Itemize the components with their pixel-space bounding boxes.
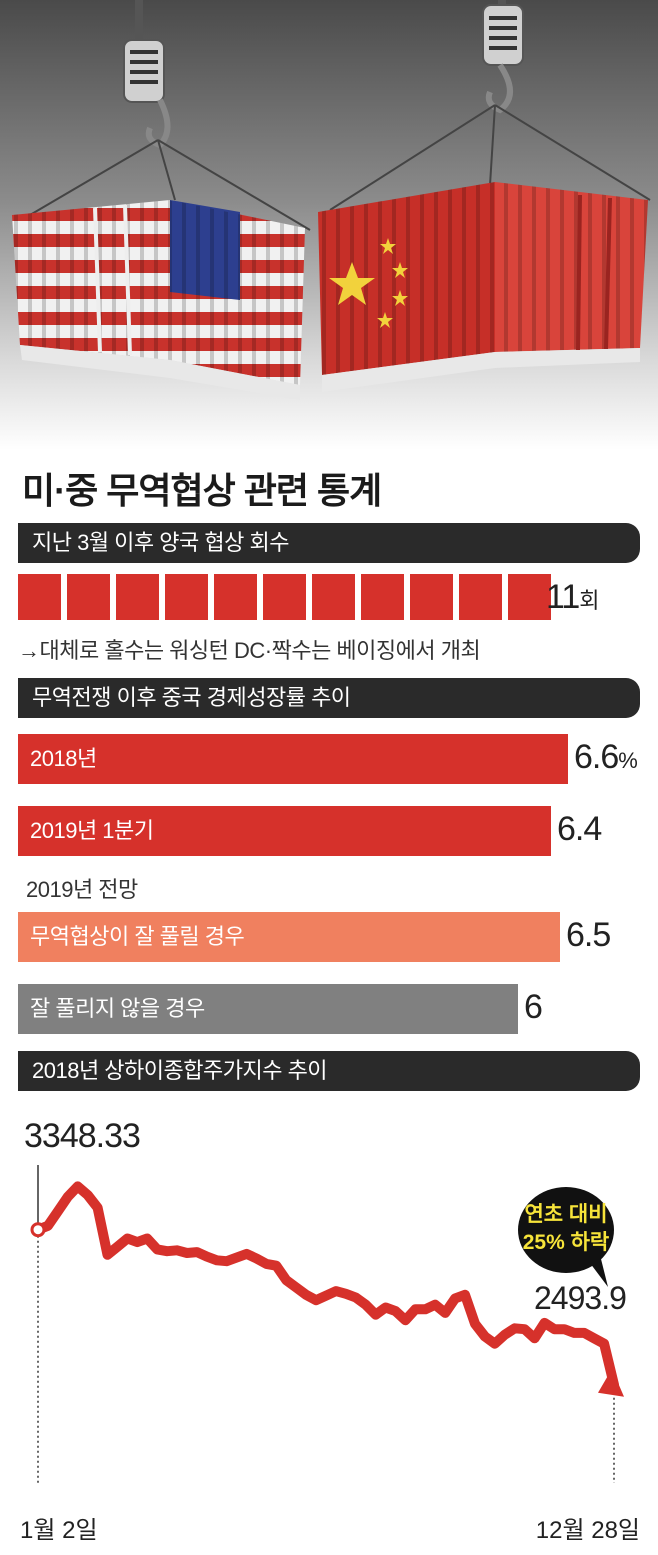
rounds-header: 지난 3월 이후 양국 협상 회수 xyxy=(18,523,640,563)
end-value-label: 2493.9 xyxy=(534,1280,626,1316)
callout-line1: 연초 대비 xyxy=(524,1203,607,1226)
growth-bar-label: 잘 풀리지 않을 경우 xyxy=(30,996,205,1021)
round-square xyxy=(459,574,502,620)
rounds-count: 11회 xyxy=(546,578,600,617)
us-container-icon xyxy=(12,200,305,400)
index-line-chart: 연초 대비 25% 하락 3348.33 2493.9 1월 2일 12월 28… xyxy=(20,1117,640,1544)
start-value-label: 3348.33 xyxy=(24,1117,140,1155)
growth-value-bad: 6 xyxy=(524,988,543,1026)
growth-bar-2018: 2018년 xyxy=(18,734,568,784)
china-container-icon xyxy=(318,182,648,392)
rounds-count-value: 11 xyxy=(546,578,580,616)
round-square xyxy=(18,574,61,620)
growth-bar-bad: 잘 풀리지 않을 경우 xyxy=(18,984,518,1034)
rounds-note: →대체로 홀수는 워싱턴 DC·짝수는 베이징에서 개최 xyxy=(18,638,481,663)
page-title: 미·중 무역협상 관련 통계 xyxy=(22,470,382,511)
crane-hook-left-icon xyxy=(29,0,311,231)
growth-value-2018: 6.6% xyxy=(574,738,638,777)
round-square xyxy=(312,574,355,620)
start-point-marker xyxy=(30,1222,46,1238)
growth-value-good: 6.5 xyxy=(566,916,611,954)
rounds-count-unit: 회 xyxy=(579,588,599,613)
round-square xyxy=(165,574,208,620)
round-square xyxy=(67,574,110,620)
growth-bar-good: 무역협상이 잘 풀릴 경우 xyxy=(18,912,560,962)
growth-bar-label: 2018년 xyxy=(30,746,97,771)
growth-value-2019q1: 6.4 xyxy=(557,810,602,848)
growth-bar-label: 2019년 1분기 xyxy=(30,818,154,843)
crane-hook-right-icon xyxy=(329,0,651,211)
round-square xyxy=(508,574,551,620)
growth-bar-2019q1: 2019년 1분기 xyxy=(18,806,551,856)
index-series-line xyxy=(33,1181,619,1390)
forecast-label: 2019년 전망 xyxy=(26,877,138,902)
round-square xyxy=(214,574,257,620)
arrow-head-icon xyxy=(598,1368,624,1397)
hero-illustration xyxy=(0,0,658,450)
end-date-label: 12월 28일 xyxy=(536,1517,640,1544)
growth-value-text: 6.6 xyxy=(574,738,619,776)
round-square xyxy=(116,574,159,620)
round-square xyxy=(410,574,453,620)
start-date-label: 1월 2일 xyxy=(20,1517,98,1544)
growth-bar-label: 무역협상이 잘 풀릴 경우 xyxy=(30,924,245,949)
callout-line2: 25% 하락 xyxy=(523,1231,610,1254)
growth-header: 무역전쟁 이후 중국 경제성장률 추이 xyxy=(18,678,640,718)
callout-bubble: 연초 대비 25% 하락 xyxy=(518,1187,614,1287)
round-square xyxy=(263,574,306,620)
round-square xyxy=(361,574,404,620)
index-header: 2018년 상하이종합주가지수 추이 xyxy=(18,1051,640,1091)
growth-value-unit: % xyxy=(618,748,638,773)
